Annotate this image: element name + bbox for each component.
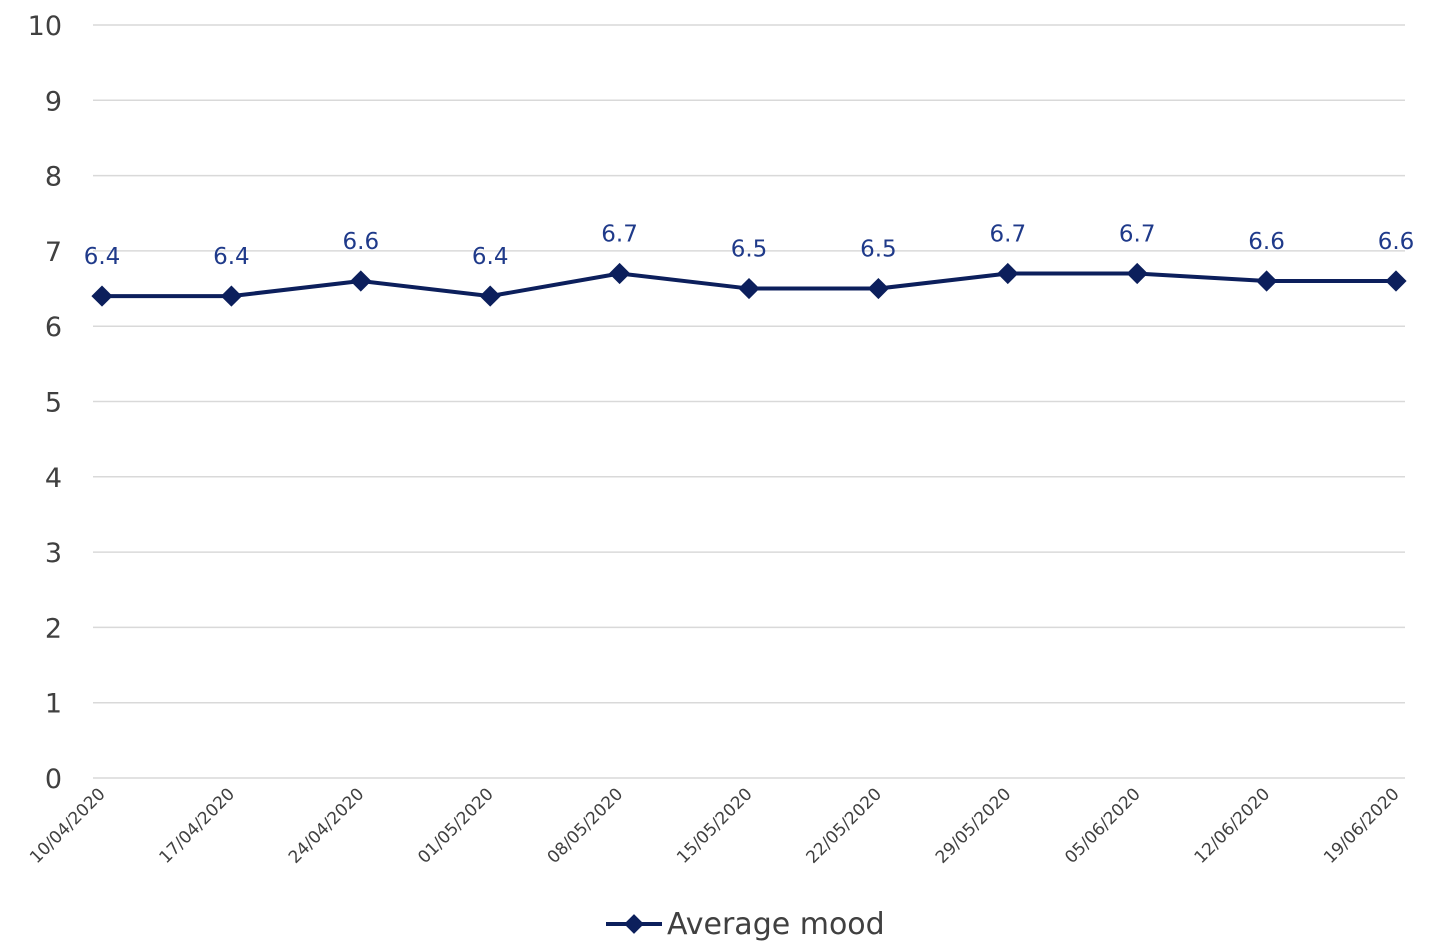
y-tick-label-1: 1 bbox=[45, 689, 62, 720]
x-tick-label-8: 05/06/2020 bbox=[1061, 784, 1144, 867]
legend-diamond-marker bbox=[624, 914, 644, 934]
y-tick-label-9: 9 bbox=[45, 86, 62, 117]
data-label-10: 6.6 bbox=[1378, 229, 1415, 255]
x-tick-label-2: 24/04/2020 bbox=[285, 784, 368, 867]
data-point-marker-10 bbox=[1385, 270, 1407, 292]
x-tick-label-9: 12/06/2020 bbox=[1191, 784, 1274, 867]
data-point-marker-4 bbox=[608, 262, 631, 285]
data-label-3: 6.4 bbox=[472, 244, 509, 270]
data-point-marker-5 bbox=[738, 277, 760, 300]
gridlines bbox=[93, 24, 1405, 779]
series-layer: 6.4 6.4 6.6 6.4 6.7 6.5 6.5 6.7 6.7 6.6 6.6 bbox=[84, 221, 1415, 307]
data-label-9: 6.6 bbox=[1248, 229, 1285, 255]
data-point-marker-1 bbox=[220, 285, 243, 307]
data-point-marker-6 bbox=[867, 277, 890, 300]
data-label-8: 6.7 bbox=[1119, 221, 1156, 247]
legend[interactable]: Average mood bbox=[606, 907, 885, 942]
data-point-marker-2 bbox=[350, 270, 372, 292]
y-tick-label-3: 3 bbox=[45, 538, 62, 569]
legend-label-average-mood: Average mood bbox=[667, 907, 885, 942]
x-axis-ticks: 10/04/2020 17/04/2020 24/04/2020 01/05/2020… bbox=[26, 784, 1403, 867]
y-tick-label-7: 7 bbox=[45, 237, 62, 268]
data-point-marker-0 bbox=[91, 285, 113, 307]
x-tick-label-1: 17/04/2020 bbox=[156, 784, 239, 867]
y-tick-label-10: 10 bbox=[28, 11, 62, 42]
y-tick-label-4: 4 bbox=[45, 463, 62, 494]
x-tick-label-10: 19/06/2020 bbox=[1320, 784, 1403, 867]
x-tick-label-4: 08/05/2020 bbox=[544, 784, 627, 867]
x-tick-label-7: 29/05/2020 bbox=[932, 784, 1015, 867]
data-label-7: 6.7 bbox=[990, 221, 1027, 247]
data-point-marker-8 bbox=[1126, 262, 1148, 285]
y-tick-label-0: 0 bbox=[45, 764, 62, 795]
data-point-marker-9 bbox=[1255, 270, 1278, 292]
data-label-4: 6.7 bbox=[601, 221, 638, 247]
data-label-2: 6.6 bbox=[343, 229, 380, 255]
data-point-marker-7 bbox=[997, 262, 1019, 285]
y-tick-label-8: 8 bbox=[45, 162, 62, 193]
x-tick-label-5: 15/05/2020 bbox=[673, 784, 756, 867]
y-tick-label-2: 2 bbox=[45, 613, 62, 644]
x-tick-label-6: 22/05/2020 bbox=[803, 784, 886, 867]
y-tick-label-5: 5 bbox=[45, 388, 62, 419]
data-label-1: 6.4 bbox=[213, 244, 250, 270]
y-axis-ticks: 0 1 2 3 4 5 6 7 8 9 10 bbox=[28, 11, 62, 795]
data-label-0: 6.4 bbox=[84, 244, 121, 270]
data-point-marker-3 bbox=[479, 285, 501, 307]
x-tick-label-0: 10/04/2020 bbox=[26, 784, 109, 867]
data-label-5: 6.5 bbox=[731, 237, 768, 263]
y-tick-label-6: 6 bbox=[45, 312, 62, 343]
data-label-6: 6.5 bbox=[860, 237, 897, 263]
x-tick-label-3: 01/05/2020 bbox=[414, 784, 497, 867]
